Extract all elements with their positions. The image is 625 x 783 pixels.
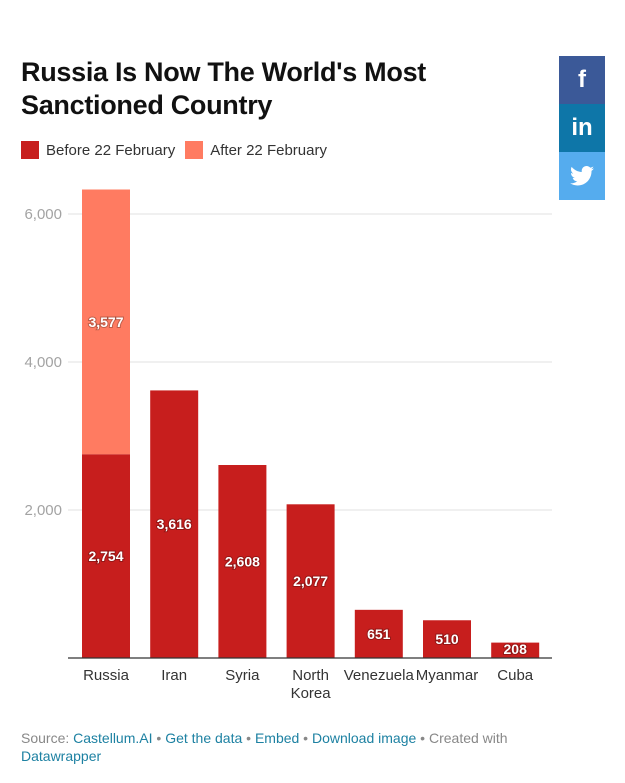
data-label: 510 xyxy=(435,631,459,647)
x-tick-label: Iran xyxy=(161,667,187,684)
x-tick-label: Venezuela xyxy=(344,667,415,684)
source-prefix: Source: xyxy=(21,730,74,746)
data-label: 2,754 xyxy=(88,548,123,564)
twitter-icon xyxy=(570,166,594,186)
social-share-bar: f in xyxy=(559,56,605,200)
legend-item-before: Before 22 February xyxy=(21,141,175,159)
data-label: 2,077 xyxy=(293,573,328,589)
x-tick-label: Russia xyxy=(83,667,130,684)
x-tick-label: Korea xyxy=(291,685,332,702)
facebook-share-button[interactable]: f xyxy=(559,56,605,104)
data-label: 3,577 xyxy=(88,314,123,330)
bar-segment xyxy=(491,642,540,658)
datawrapper-link[interactable]: Datawrapper xyxy=(21,748,102,764)
legend: Before 22 February After 22 February xyxy=(21,141,337,159)
download-image-link[interactable]: Download image xyxy=(311,730,417,746)
y-tick-label: 4,000 xyxy=(24,354,62,371)
linkedin-share-button[interactable]: in xyxy=(559,104,605,152)
data-label: 651 xyxy=(367,626,391,642)
embed-link[interactable]: Embed xyxy=(254,730,300,746)
bar-chart: 2,000 4,000 6,000 2,754 3,577 Russia 3,616 Iran… xyxy=(24,189,552,702)
legend-label-after: After 22 February xyxy=(210,141,327,159)
legend-label-before: Before 22 February xyxy=(46,141,176,159)
source-link[interactable]: Castellum.AI xyxy=(73,730,153,746)
bar-segment xyxy=(150,390,199,658)
footer: Source: Castellum.AI • Get the data • Em… xyxy=(21,729,541,765)
x-tick-label: Cuba xyxy=(497,667,534,684)
bar-segment xyxy=(423,620,471,658)
separator: • xyxy=(416,730,429,746)
data-label: 2,608 xyxy=(225,554,260,570)
legend-item-after: After 22 February xyxy=(185,141,327,159)
data-label: 3,616 xyxy=(157,516,192,532)
get-data-link[interactable]: Get the data xyxy=(165,730,243,746)
bar-segment xyxy=(354,609,403,658)
x-tick-label: North xyxy=(292,667,329,684)
legend-swatch-after xyxy=(185,141,204,159)
facebook-icon: f xyxy=(578,66,586,93)
created-with-text: Created with xyxy=(428,730,508,746)
bar-segment xyxy=(286,504,335,658)
separator: • xyxy=(242,730,255,746)
separator: • xyxy=(299,730,312,746)
x-tick-label: Myanmar xyxy=(416,667,479,684)
y-tick-label: 6,000 xyxy=(24,206,62,223)
y-tick-label: 2,000 xyxy=(24,502,62,519)
x-tick-label: Syria xyxy=(225,667,260,684)
bar-segment xyxy=(218,465,267,658)
bar-segment xyxy=(82,189,130,455)
separator: • xyxy=(152,730,166,746)
linkedin-icon: in xyxy=(571,114,593,141)
legend-swatch-before xyxy=(21,141,39,159)
bar-segment xyxy=(82,454,130,658)
data-label: 208 xyxy=(504,641,528,657)
chart-title: Russia Is Now The World's Most Sanctione… xyxy=(21,57,426,120)
twitter-share-button[interactable] xyxy=(559,152,605,200)
